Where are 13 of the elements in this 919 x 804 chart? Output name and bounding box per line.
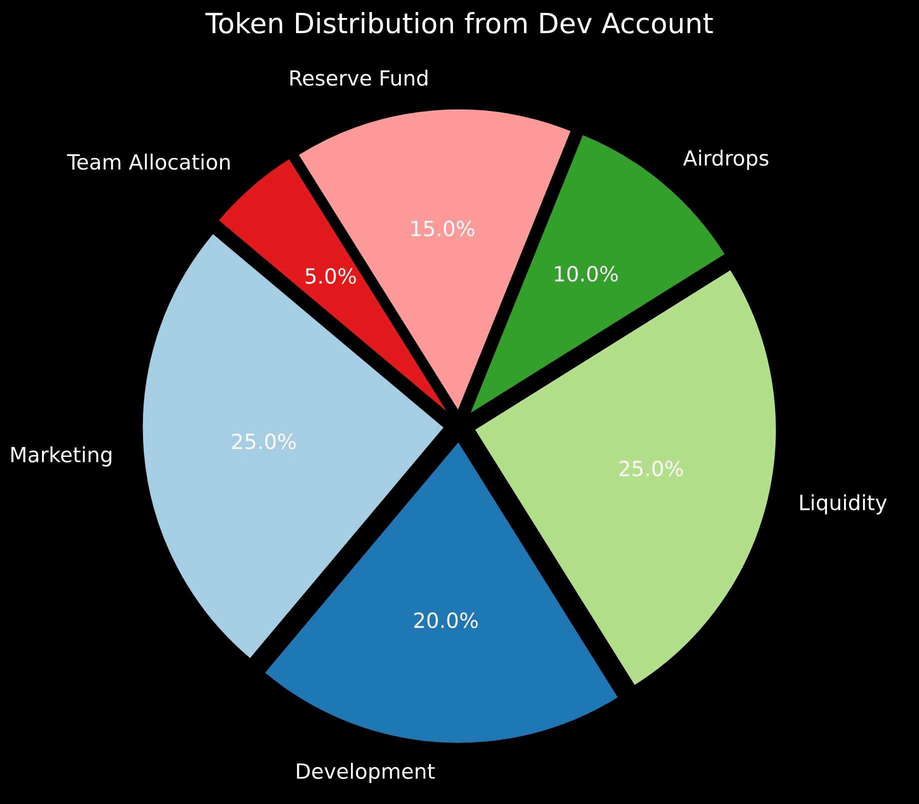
slice-label: Team Allocation bbox=[66, 154, 230, 170]
slice-label: Development bbox=[297, 762, 435, 784]
data-label: 25.0% bbox=[232, 434, 296, 450]
data-label: 5.0% bbox=[306, 268, 356, 284]
slice-label: Reserve Fund bbox=[290, 70, 428, 86]
data-label: 10.0% bbox=[555, 266, 618, 282]
slice-label: Marketing bbox=[11, 446, 112, 466]
data-label: 15.0% bbox=[412, 220, 474, 236]
slice-label: Liquidity bbox=[800, 494, 887, 514]
chart-title: Token Distribution from Dev Account bbox=[205, 12, 713, 34]
slice-label: Airdrops bbox=[683, 150, 768, 170]
data-label: 20.0% bbox=[414, 612, 478, 628]
data-label: 25.0% bbox=[619, 460, 683, 476]
